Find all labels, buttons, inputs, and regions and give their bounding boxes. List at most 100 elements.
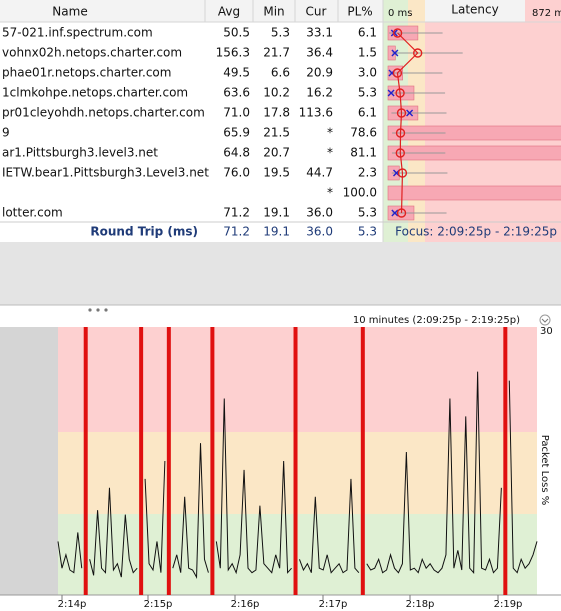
latency-line — [172, 443, 209, 579]
latency-line — [215, 398, 292, 575]
hop-pl: 100.0 — [343, 186, 377, 200]
hop-name: 1clmkohpe.netops.charter.com — [2, 86, 188, 100]
avg-marker — [396, 108, 407, 118]
hop-cur: * — [327, 186, 333, 200]
hop-avg: 65.9 — [223, 126, 250, 140]
round-trip-avg: 71.2 — [223, 225, 250, 239]
hop-pl: 5.3 — [358, 86, 377, 100]
hop-min: 21.7 — [263, 46, 290, 60]
column-header[interactable]: Cur — [306, 5, 327, 19]
avg-marker — [412, 48, 423, 58]
hop-pl: 5.3 — [358, 206, 377, 220]
hop-cur: 113.6 — [299, 106, 333, 120]
column-header[interactable]: Min — [263, 5, 284, 19]
round-trip-label: Round Trip (ms) — [90, 225, 198, 239]
hop-cur: 33.1 — [306, 26, 333, 40]
latency-line — [144, 460, 166, 573]
hop-cur: 20.9 — [306, 66, 333, 80]
hop-min: 20.7 — [263, 146, 290, 160]
hop-name: 57-021.inf.spectrum.com — [2, 26, 153, 40]
hop-name: 9 — [2, 126, 10, 140]
latency-title[interactable]: Latency — [451, 3, 498, 17]
empty-pane — [0, 242, 561, 305]
hop-min: 21.5 — [263, 126, 290, 140]
hop-min: 6.6 — [271, 66, 290, 80]
column-header[interactable]: PL% — [347, 5, 372, 19]
hop-name: pr01cleyohdh.netops.charter.com — [2, 106, 205, 120]
avg-marker — [397, 168, 408, 178]
packet-loss-bar — [293, 327, 298, 595]
hop-cur: 36.0 — [306, 206, 333, 220]
x-tick-label: 2:15p — [144, 599, 173, 610]
hop-min: 19.1 — [263, 206, 290, 220]
latency-min-label: 0 ms — [388, 8, 413, 19]
hop-cur: 16.2 — [306, 86, 333, 100]
hop-name: phae01r.netops.charter.com — [2, 66, 171, 80]
column-header[interactable]: Avg — [218, 5, 240, 19]
hop-min: 10.2 — [263, 86, 290, 100]
packet-loss-bar — [360, 327, 365, 595]
packet-loss-bar — [83, 327, 88, 595]
round-trip-cur: 36.0 — [306, 225, 333, 239]
hop-name: vohnx02h.netops.charter.com — [2, 46, 182, 60]
current-marker — [391, 209, 399, 217]
hop-cur: * — [327, 126, 333, 140]
latency-red-zone — [425, 0, 561, 242]
packet-loss-bar — [387, 185, 561, 201]
avg-marker — [392, 68, 403, 78]
latency-yellow-zone — [408, 0, 425, 242]
range-dropdown[interactable] — [539, 314, 551, 326]
focus-label: Focus: 2:09:25p - 2:19:25p — [395, 225, 557, 239]
column-separators — [0, 0, 561, 242]
latency-line — [508, 380, 538, 574]
hop-name: ar1.Pittsburgh3.level3.net — [2, 146, 158, 160]
packet-loss-bar — [387, 145, 561, 161]
hop-cur: 44.7 — [306, 166, 333, 180]
hop-avg: 156.3 — [216, 46, 250, 60]
hop-pl: 2.3 — [358, 166, 377, 180]
x-tick-label: 2:18p — [406, 599, 435, 610]
latency-line — [299, 478, 360, 574]
hop-min: 17.8 — [263, 106, 290, 120]
x-tick-label: 2:17p — [319, 599, 348, 610]
avg-marker — [395, 88, 405, 98]
hop-pl: 1.5 — [358, 46, 377, 60]
latency-graph — [387, 25, 561, 221]
hop-pl: 6.1 — [358, 106, 377, 120]
current-marker — [406, 109, 414, 117]
timeline-plot: 2:14p 2:15p 2:16p 2:17p 2:18p 2:19p — [57, 327, 538, 610]
x-tick-label: 2:19p — [494, 599, 523, 610]
column-header[interactable]: Name — [52, 5, 87, 19]
latency-line — [366, 371, 502, 574]
hop-pl: 3.0 — [358, 66, 377, 80]
round-trip-pl: 5.3 — [358, 225, 377, 239]
x-tick-label: 2:14p — [58, 599, 87, 610]
pl-axis-title: Packet Loss % — [539, 435, 550, 506]
hop-cur: * — [327, 146, 333, 160]
hop-avg: 71.0 — [223, 106, 250, 120]
packet-loss-bar — [210, 327, 215, 595]
packet-loss-bar — [387, 125, 561, 141]
latency-line — [57, 532, 83, 574]
avg-marker — [392, 28, 403, 38]
splitter-grip[interactable] — [88, 308, 108, 312]
hop-avg: 50.5 — [223, 26, 250, 40]
timeline-range[interactable]: 10 minutes (2:09:25p - 2:19:25p) — [353, 315, 520, 326]
hop-name: IETW.bear1.Pittsburgh3.Level3.net — [2, 166, 209, 180]
hop-pl: 81.1 — [350, 146, 377, 160]
hop-cur: 36.4 — [306, 46, 333, 60]
hop-avg: 64.8 — [223, 146, 250, 160]
dropdown-arrow — [541, 318, 549, 323]
hop-avg: 76.0 — [223, 166, 250, 180]
round-trip-min: 19.1 — [263, 225, 290, 239]
current-marker — [387, 89, 395, 97]
latency-header-bg — [425, 0, 525, 22]
timeline-empty-region — [0, 327, 58, 595]
packet-loss-bar — [139, 327, 144, 595]
hop-min: 5.3 — [271, 26, 290, 40]
latency-max-label: 872 ms — [532, 8, 561, 19]
latency-line — [89, 487, 138, 578]
hop-min: 19.5 — [263, 166, 290, 180]
latency-green-zone — [383, 0, 408, 242]
